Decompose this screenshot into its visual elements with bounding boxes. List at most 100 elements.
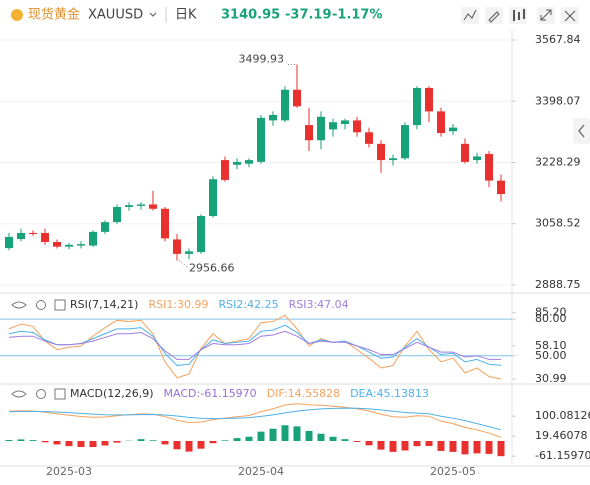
- side-toggle-icon: [578, 124, 585, 138]
- histogram-bar: [209, 441, 217, 444]
- y-tick-label: 100.08126: [535, 409, 590, 422]
- candle-body: [233, 161, 241, 165]
- side-toggle[interactable]: [573, 118, 590, 144]
- candle-body: [449, 127, 457, 132]
- histogram-bar: [53, 441, 61, 445]
- dropdown-arrow[interactable]: [149, 12, 157, 17]
- eye-icon[interactable]: [11, 390, 27, 398]
- y-tick-label: 19.46078: [535, 429, 588, 442]
- candle-body: [293, 89, 301, 107]
- series-line: [8, 324, 502, 367]
- histogram-bar: [413, 441, 421, 447]
- indicator-title: RSI(7,14,21): [70, 298, 138, 311]
- y-tick-label: -61.15970: [535, 449, 590, 462]
- settings-icon[interactable]: [36, 300, 46, 310]
- histogram-bar: [89, 441, 97, 448]
- histogram-bar: [245, 436, 253, 442]
- eye-icon[interactable]: [11, 301, 27, 309]
- candle-body: [329, 122, 337, 130]
- candle-body: [209, 179, 217, 216]
- candle-body: [53, 241, 61, 247]
- x-tick-label: 2025-04: [238, 465, 284, 478]
- candle-body: [401, 125, 409, 159]
- histogram-bar: [29, 440, 37, 442]
- toolbar: 现货黄金 XAUUSD 日K 3140.95 -37.19 -1.17%: [11, 7, 579, 24]
- histogram-bar: [5, 440, 13, 442]
- histogram-bar: [389, 441, 397, 452]
- candle-body: [89, 231, 97, 246]
- histogram-bar: [221, 440, 229, 442]
- y-tick-label: 85.20: [535, 306, 567, 319]
- candle-body: [377, 143, 385, 161]
- candle-body: [461, 143, 469, 162]
- histogram-bar: [485, 441, 493, 454]
- histogram-bar: [425, 441, 433, 446]
- histogram-bar: [317, 433, 325, 442]
- change: -37.19: [285, 8, 332, 23]
- candle-body: [473, 156, 481, 161]
- histogram-bar: [197, 441, 205, 449]
- histogram-bar: [185, 441, 193, 452]
- candle-body: [29, 232, 37, 235]
- candle-body: [101, 222, 109, 232]
- histogram-bar: [497, 441, 505, 457]
- candle-body: [161, 208, 169, 239]
- candle-body: [41, 232, 49, 242]
- close-icon: [564, 10, 576, 22]
- histogram-bar: [269, 428, 277, 442]
- candle-body: [305, 125, 313, 141]
- candle-body: [149, 204, 157, 209]
- instrument-name[interactable]: 现货黄金: [28, 7, 80, 23]
- series-line: [8, 314, 502, 380]
- legend-entry: RSI2:42.25: [219, 298, 279, 311]
- candle-body: [245, 160, 253, 164]
- histogram-bar: [281, 425, 289, 442]
- histogram-bar: [161, 441, 169, 445]
- candle-body: [257, 117, 265, 162]
- series-line: [8, 407, 502, 431]
- series-line: [8, 403, 502, 438]
- draw-icon: [488, 11, 500, 23]
- y-tick-label: 3228.29: [535, 156, 581, 169]
- candle-body: [413, 87, 421, 126]
- histogram-bar: [473, 441, 481, 454]
- histogram-bar: [401, 441, 409, 451]
- rsi-header-icons: [11, 299, 66, 311]
- series-line: [8, 330, 502, 360]
- histogram-bar: [353, 441, 361, 442]
- candle-body: [125, 205, 133, 207]
- low-annotation: 2956.66: [189, 261, 235, 274]
- candle-body: [173, 239, 181, 254]
- histogram-bar: [341, 439, 349, 442]
- candle-body: [281, 89, 289, 121]
- candle-body: [497, 180, 505, 195]
- candle-body: [317, 116, 325, 141]
- y-tick-label: 50.00: [535, 349, 567, 362]
- legend-entry: DEA:45.13813: [350, 387, 429, 400]
- histogram-bar: [113, 441, 121, 443]
- candle-body: [137, 204, 145, 206]
- histogram-bar: [17, 439, 25, 442]
- panel-icon[interactable]: [54, 388, 66, 400]
- indicator-icon: [463, 9, 477, 21]
- histogram-bar: [377, 441, 385, 450]
- histogram-bar: [305, 430, 313, 442]
- histogram-bar: [449, 441, 457, 452]
- histogram-bar: [257, 431, 265, 442]
- symbol[interactable]: XAUUSD: [88, 8, 143, 23]
- legend-entry: RSI1:30.99: [148, 298, 208, 311]
- histogram-bar: [365, 441, 373, 446]
- candle-body: [185, 251, 193, 254]
- histogram-bar: [137, 439, 145, 442]
- settings-icon[interactable]: [36, 389, 46, 399]
- candle-body: [389, 158, 397, 161]
- candle-body: [425, 87, 433, 112]
- period[interactable]: 日K: [175, 8, 197, 23]
- gold-icon: [11, 9, 23, 21]
- indicator-title: MACD(12,26,9): [70, 387, 154, 400]
- histogram-bar: [329, 436, 337, 442]
- change-pct: -1.17%: [332, 8, 383, 23]
- y-tick-label: 3058.52: [535, 217, 581, 230]
- panel-icon[interactable]: [54, 299, 66, 311]
